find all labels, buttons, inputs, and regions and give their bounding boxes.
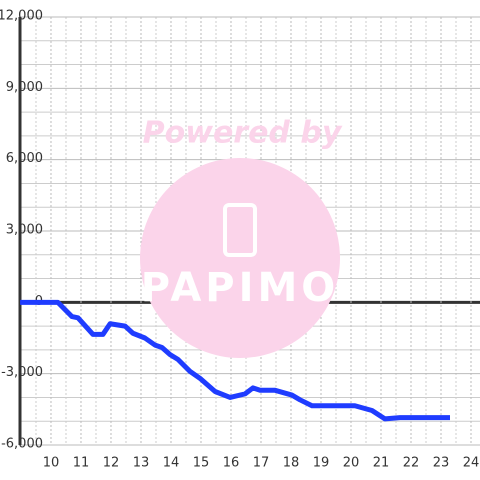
y-tick-label: -6,000 xyxy=(1,437,43,452)
y-tick-label: 12,000 xyxy=(0,9,43,24)
watermark-icon xyxy=(223,203,257,257)
x-tick-label: 20 xyxy=(343,456,360,471)
y-tick-label: 3,000 xyxy=(6,223,43,238)
x-tick-label: 16 xyxy=(223,456,240,471)
x-tick-label: 23 xyxy=(433,456,450,471)
x-tick-label: 19 xyxy=(313,456,330,471)
grid xyxy=(20,16,480,446)
x-tick-label: 13 xyxy=(133,456,150,471)
x-tick-label: 15 xyxy=(193,456,210,471)
watermark-text: Powered by xyxy=(143,116,343,151)
x-tick-label: 12 xyxy=(103,456,120,471)
x-tick-label: 11 xyxy=(73,456,90,471)
x-tick-label: 17 xyxy=(253,456,270,471)
x-tick-label: 21 xyxy=(373,456,390,471)
y-tick-label: -3,000 xyxy=(1,365,43,380)
x-tick-label: 10 xyxy=(43,456,60,471)
data-line xyxy=(20,299,450,422)
x-tick-label: 22 xyxy=(403,456,420,471)
y-tick-label: 6,000 xyxy=(6,151,43,166)
watermark-brand: PAPIMO xyxy=(141,265,340,311)
x-tick-label: 14 xyxy=(163,456,180,471)
y-tick-label: 9,000 xyxy=(6,80,43,95)
watermark-circle xyxy=(140,158,340,358)
x-tick-label: 18 xyxy=(283,456,300,471)
x-tick-label: 24 xyxy=(463,456,480,471)
